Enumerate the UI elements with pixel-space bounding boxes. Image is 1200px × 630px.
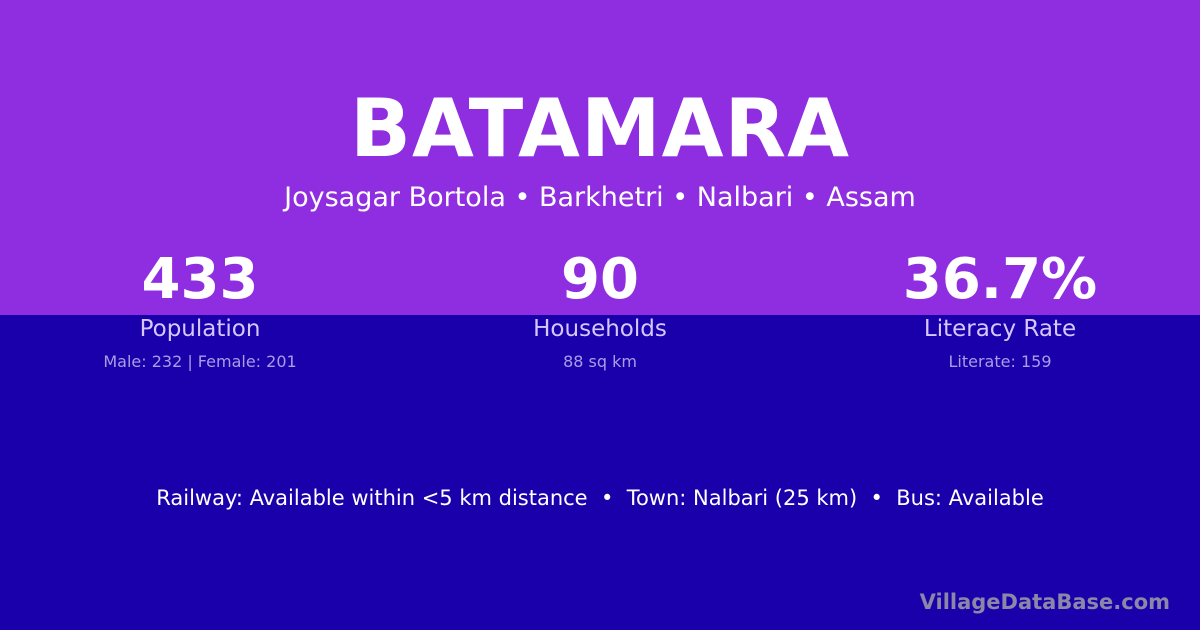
transport-info: Railway: Available within <5 km distance…	[156, 486, 1044, 510]
stat-households: 90 Households 88 sq km	[400, 246, 800, 371]
location-breadcrumb: Joysagar Bortola • Barkhetri • Nalbari •…	[284, 182, 916, 213]
stat-value: 36.7%	[902, 247, 1098, 312]
village-title: BATAMARA	[350, 82, 850, 175]
stat-value: 433	[141, 247, 259, 312]
stat-label: Population	[139, 316, 261, 342]
header-band	[0, 0, 1200, 315]
stat-value: 90	[561, 247, 639, 312]
stat-label: Households	[533, 316, 667, 342]
stat-literacy: 36.7% Literacy Rate Literate: 159	[800, 246, 1200, 371]
stat-label: Literacy Rate	[923, 316, 1077, 342]
stat-detail: Literate: 159	[948, 352, 1052, 371]
stat-detail: 88 sq km	[563, 352, 637, 371]
watermark: VillageDataBase.com	[919, 590, 1170, 614]
stat-population: 433 Population Male: 232 | Female: 201	[0, 246, 400, 371]
stat-detail: Male: 232 | Female: 201	[103, 352, 297, 371]
